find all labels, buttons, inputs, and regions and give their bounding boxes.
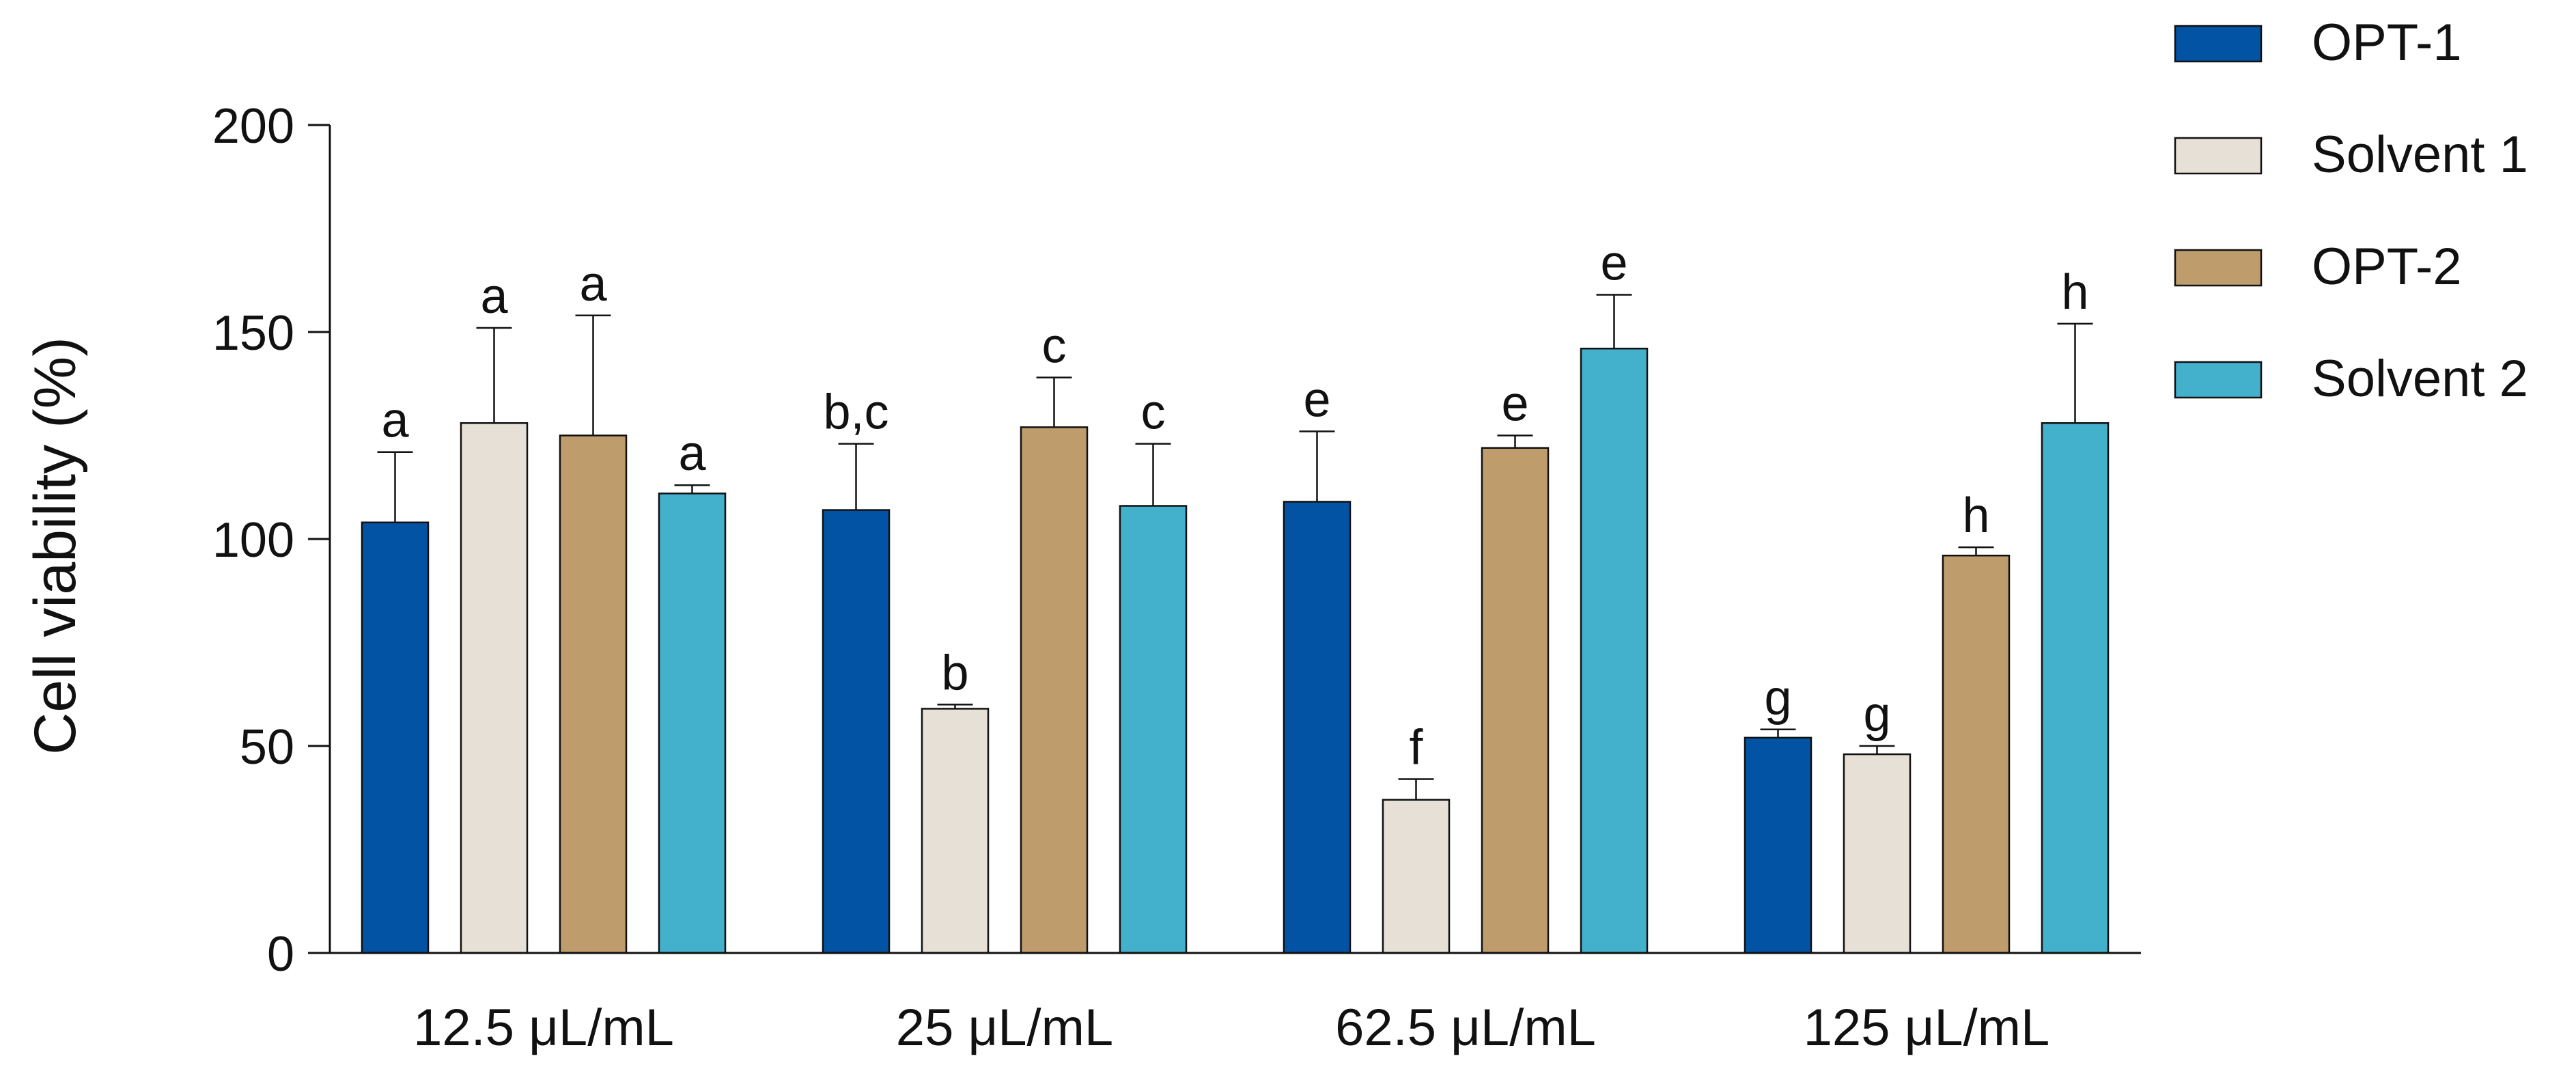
legend-swatch: [2174, 137, 2263, 175]
bar: [658, 493, 727, 954]
bar: [361, 521, 430, 954]
y-tick-label: 50: [240, 720, 294, 775]
significance-letter: h: [1962, 488, 1989, 543]
significance-letter: e: [1600, 236, 1627, 290]
significance-letter: a: [381, 393, 409, 448]
significance-letter: g: [1863, 687, 1890, 742]
bar: [1382, 799, 1451, 954]
significance-letter: e: [1501, 377, 1528, 432]
significance-letters-layer: a a a a b,c b c c e f e e g g h h: [381, 236, 2088, 775]
legend-swatch: [2174, 249, 2263, 287]
significance-letter: c: [1042, 319, 1067, 374]
x-tick-label: 25 μL/mL: [896, 999, 1113, 1057]
bar: [460, 422, 529, 954]
bar: [1283, 501, 1352, 954]
significance-letter: a: [579, 257, 607, 312]
significance-letter: e: [1303, 372, 1330, 427]
significance-letter: a: [480, 269, 508, 324]
significance-letter: f: [1409, 720, 1423, 775]
significance-letter: b,c: [823, 385, 888, 440]
legend: OPT-1 Solvent 1 OPT-2 Solvent 2: [2174, 14, 2528, 408]
x-tick-label: 62.5 μL/mL: [1335, 999, 1596, 1057]
y-tick-label: 100: [212, 513, 294, 568]
bar: [1843, 753, 1912, 954]
x-tick-labels: 12.5 μL/mL 25 μL/mL 62.5 μL/mL 125 μL/mL: [413, 999, 2049, 1057]
legend-swatch: [2174, 361, 2263, 399]
legend-label: OPT-2: [2312, 238, 2462, 296]
y-tick-label: 0: [267, 927, 294, 982]
y-tick-label: 150: [212, 306, 294, 361]
significance-letter: a: [678, 426, 706, 481]
bar: [1020, 426, 1089, 954]
bar: [1481, 447, 1550, 954]
x-tick-label: 12.5 μL/mL: [413, 999, 674, 1057]
legend-swatch: [2174, 25, 2263, 63]
error-bars-layer: [377, 294, 2093, 800]
legend-label: Solvent 2: [2312, 350, 2528, 408]
bar: [2041, 422, 2110, 954]
x-tick-label: 125 μL/mL: [1804, 999, 2050, 1057]
bar: [1942, 554, 2011, 954]
bar: [559, 434, 628, 954]
bar: [1119, 505, 1188, 954]
significance-letter: c: [1141, 385, 1166, 440]
significance-letter: h: [2061, 265, 2088, 320]
y-ticks: 0 50 100 150 200: [212, 99, 330, 982]
bar: [1744, 736, 1812, 954]
legend-label: Solvent 1: [2312, 126, 2528, 184]
significance-letter: g: [1764, 671, 1791, 725]
y-tick-label: 200: [212, 99, 294, 154]
legend-label: OPT-1: [2312, 14, 2462, 72]
bar: [1580, 347, 1649, 954]
bar: [921, 708, 990, 954]
y-axis-title: Cell viability (%): [23, 337, 88, 755]
bars-layer: [361, 347, 2110, 954]
bar: [822, 509, 891, 954]
significance-letter: b: [941, 646, 968, 700]
